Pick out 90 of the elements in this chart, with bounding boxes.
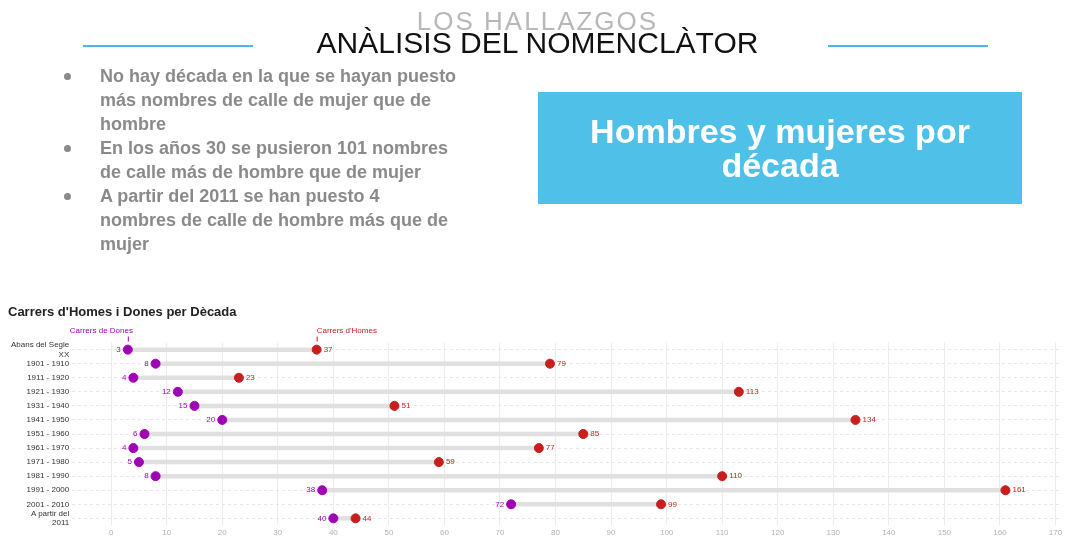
data-label: 110 bbox=[729, 471, 743, 481]
data-label: 77 bbox=[545, 443, 556, 453]
data-label: 113 bbox=[745, 387, 760, 397]
point bbox=[311, 344, 322, 355]
x-tick-label: 170 bbox=[1048, 528, 1063, 538]
y-tick-label: 1981 - 1990 bbox=[26, 471, 70, 481]
point bbox=[128, 372, 139, 383]
data-label: 85 bbox=[590, 429, 600, 439]
point bbox=[150, 471, 161, 482]
x-tick-label: 130 bbox=[826, 528, 841, 538]
text: No hay década en la que se hayan puesto más nombres de calle de mujer que de hombre bbox=[100, 66, 457, 134]
x-tick-label: 90 bbox=[606, 528, 617, 538]
data-label: 38 bbox=[306, 485, 316, 495]
chart-title: Carrers d'Homes i Dones per Dècada bbox=[8, 304, 238, 320]
x-tick-label: 160 bbox=[993, 528, 1008, 538]
point bbox=[717, 471, 728, 482]
x-tick-label: 70 bbox=[495, 528, 505, 538]
data-label: 4 bbox=[121, 372, 127, 382]
point bbox=[217, 414, 228, 425]
x-tick-label: 20 bbox=[217, 528, 228, 538]
x-tick-label: 60 bbox=[439, 528, 450, 538]
x-tick-label: 10 bbox=[162, 528, 172, 538]
data-label: 79 bbox=[556, 358, 567, 368]
y-tick-label: 1941 - 1950 bbox=[26, 415, 70, 425]
point bbox=[533, 443, 544, 454]
data-label: 12 bbox=[161, 387, 172, 397]
data-label: 8 bbox=[144, 358, 150, 368]
x-tick-label: 80 bbox=[551, 528, 561, 538]
series-label: Carrers d'Homes bbox=[316, 325, 377, 335]
data-label: 5 bbox=[127, 457, 133, 467]
data-label: 99 bbox=[668, 499, 678, 509]
data-label: 4 bbox=[121, 443, 127, 453]
x-tick-label: 110 bbox=[715, 528, 730, 538]
data-label: 44 bbox=[362, 513, 372, 523]
y-tick-label: 1991 - 2000 bbox=[26, 485, 70, 495]
y-tick-label: Abans del Segle XX bbox=[11, 340, 70, 359]
x-tick-label: 100 bbox=[659, 528, 674, 538]
point bbox=[189, 400, 200, 411]
data-label: 40 bbox=[317, 513, 327, 523]
text: Hombres y mujeres por década bbox=[538, 92, 1022, 204]
data-label: 6 bbox=[133, 429, 139, 439]
series-label: Carrers de Dones bbox=[69, 325, 133, 335]
data-label: 161 bbox=[1012, 485, 1027, 495]
text: En los años 30 se pusieron 101 nombres de calle más de hombre que de mujer bbox=[100, 138, 449, 182]
point bbox=[1000, 485, 1011, 496]
x-tick-label: 120 bbox=[771, 528, 785, 538]
point bbox=[656, 499, 667, 510]
y-tick-label: 1901 - 1910 bbox=[26, 358, 70, 368]
data-label: 37 bbox=[323, 344, 334, 354]
x-tick-label: 30 bbox=[273, 528, 283, 538]
text: A partir del 2011 se han puesto 4 nombres de calle de hombre más que de mujer bbox=[100, 186, 449, 254]
y-tick-label: A partir del 2011 bbox=[31, 508, 70, 528]
data-label: 3 bbox=[116, 344, 122, 354]
y-tick-label: 1931 - 1940 bbox=[26, 401, 70, 411]
y-tick-label: 1971 - 1980 bbox=[26, 457, 70, 467]
point bbox=[328, 513, 339, 524]
point bbox=[850, 414, 861, 425]
point bbox=[122, 344, 133, 355]
point bbox=[350, 513, 361, 524]
point bbox=[578, 429, 589, 439]
x-tick-label: 140 bbox=[882, 528, 897, 538]
point bbox=[433, 457, 444, 468]
point bbox=[733, 386, 744, 397]
point bbox=[506, 499, 517, 510]
y-tick-label: 1921 - 1930 bbox=[26, 387, 70, 397]
data-label: 72 bbox=[495, 499, 505, 509]
data-label: 134 bbox=[862, 415, 877, 425]
point bbox=[128, 443, 139, 454]
point bbox=[139, 429, 150, 439]
point bbox=[544, 358, 555, 369]
x-tick-label: 150 bbox=[937, 528, 952, 538]
point bbox=[150, 358, 161, 369]
data-label: 51 bbox=[401, 401, 411, 411]
point bbox=[172, 386, 183, 397]
x-tick-label: 0 bbox=[108, 528, 114, 538]
point bbox=[133, 457, 144, 468]
point bbox=[389, 400, 400, 411]
data-label: 15 bbox=[178, 401, 189, 411]
data-label: 23 bbox=[245, 372, 256, 382]
y-tick-label: 1961 - 1970 bbox=[26, 443, 70, 453]
point bbox=[317, 485, 328, 496]
data-label: 59 bbox=[445, 457, 456, 467]
y-tick-label: 1911 - 1920 bbox=[27, 372, 70, 382]
data-label: 20 bbox=[206, 415, 216, 425]
x-tick-label: 40 bbox=[328, 528, 339, 538]
x-tick-label: 50 bbox=[384, 528, 394, 538]
point bbox=[233, 372, 244, 383]
y-tick-label: 1951 - 1960 bbox=[26, 429, 70, 439]
data-label: 8 bbox=[144, 471, 150, 481]
y-tick-label: 2001 - 2010 bbox=[26, 499, 70, 509]
